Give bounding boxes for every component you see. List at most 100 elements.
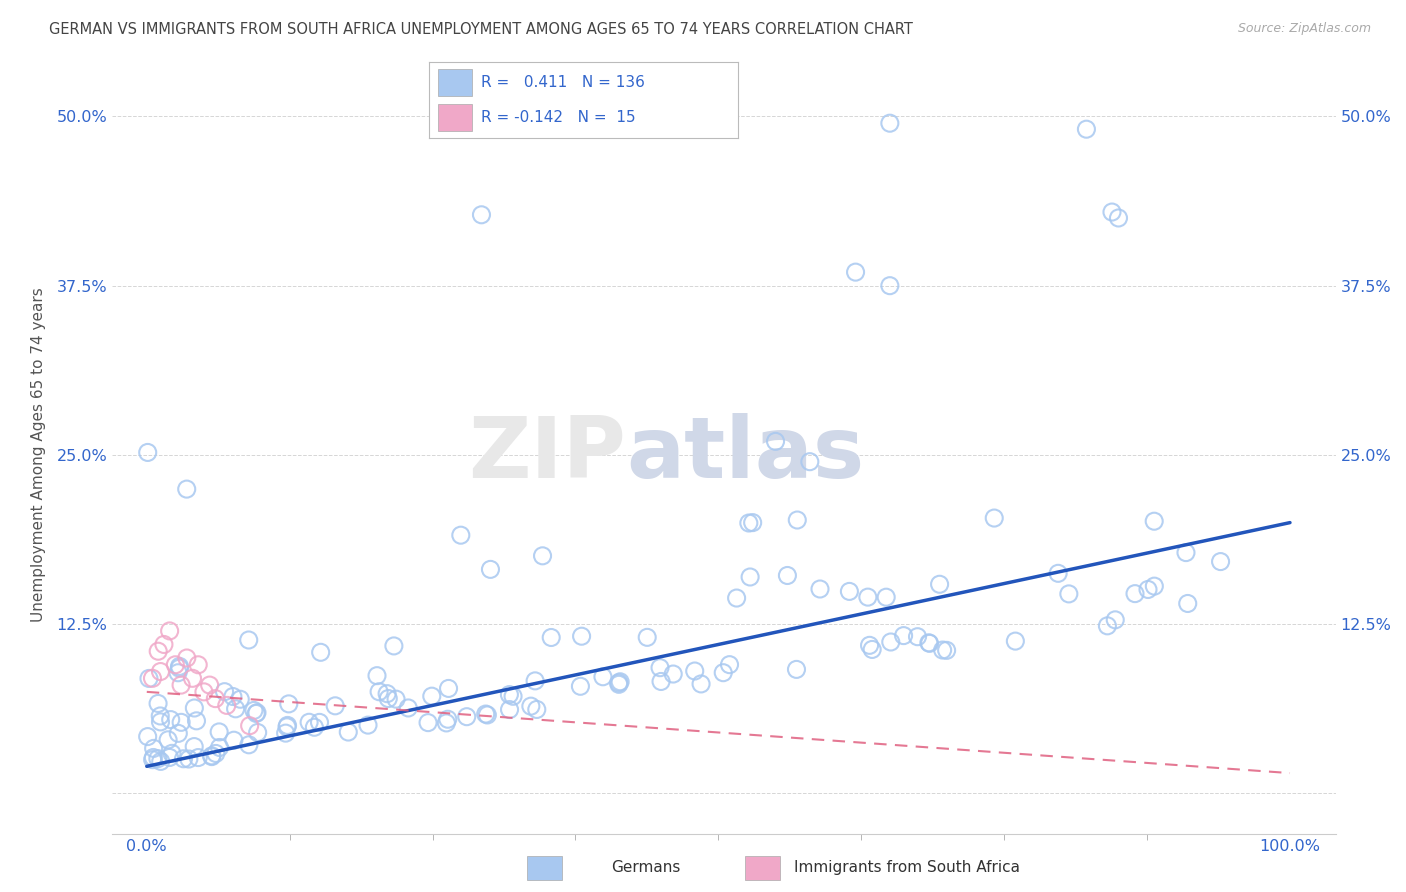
- Point: [309, 645, 332, 659]
- Point: [366, 668, 388, 682]
- Point: [238, 738, 260, 752]
- Point: [1104, 613, 1126, 627]
- Text: R =   0.411   N = 136: R = 0.411 N = 136: [481, 76, 645, 90]
- Point: [808, 582, 831, 596]
- Point: [636, 631, 658, 645]
- Point: [141, 671, 163, 685]
- Point: [201, 749, 224, 764]
- Point: [711, 665, 734, 680]
- Point: [229, 692, 252, 706]
- Text: Germans: Germans: [612, 860, 681, 874]
- Point: [204, 747, 226, 761]
- Point: [165, 657, 187, 672]
- Point: [222, 690, 245, 704]
- Point: [420, 689, 443, 703]
- Point: [607, 676, 630, 690]
- Point: [148, 644, 170, 658]
- Text: R = -0.142   N =  15: R = -0.142 N = 15: [481, 111, 636, 125]
- Point: [662, 667, 685, 681]
- Point: [456, 709, 478, 723]
- Point: [157, 732, 180, 747]
- Point: [304, 720, 326, 734]
- Point: [983, 511, 1005, 525]
- Point: [860, 642, 883, 657]
- Point: [136, 445, 159, 459]
- Point: [776, 568, 799, 582]
- Point: [690, 677, 713, 691]
- Point: [170, 715, 193, 730]
- Point: [377, 691, 399, 706]
- Point: [357, 718, 380, 732]
- Point: [214, 684, 236, 698]
- Point: [436, 712, 458, 726]
- Point: [607, 677, 630, 691]
- Point: [193, 685, 215, 699]
- Point: [176, 651, 198, 665]
- Point: [245, 706, 267, 721]
- Point: [170, 678, 193, 692]
- FancyBboxPatch shape: [439, 70, 472, 95]
- Point: [246, 725, 269, 739]
- Point: [187, 657, 209, 672]
- Point: [416, 715, 439, 730]
- Point: [375, 687, 398, 701]
- Point: [149, 665, 172, 679]
- Point: [879, 116, 901, 130]
- Point: [215, 698, 238, 713]
- Point: [907, 630, 929, 644]
- Point: [337, 725, 360, 739]
- Point: [159, 750, 181, 764]
- Point: [879, 278, 901, 293]
- Point: [880, 635, 903, 649]
- Point: [918, 636, 941, 650]
- Point: [173, 752, 195, 766]
- Point: [222, 733, 245, 747]
- Point: [799, 455, 821, 469]
- Point: [187, 750, 209, 764]
- Point: [181, 671, 204, 685]
- Point: [177, 752, 200, 766]
- Point: [153, 637, 176, 651]
- Text: ZIP: ZIP: [468, 413, 626, 497]
- Point: [243, 703, 266, 717]
- Point: [650, 674, 672, 689]
- Point: [1209, 555, 1232, 569]
- Text: Source: ZipAtlas.com: Source: ZipAtlas.com: [1237, 22, 1371, 36]
- Point: [738, 516, 761, 530]
- Point: [437, 681, 460, 696]
- Point: [474, 707, 496, 722]
- Point: [1123, 587, 1146, 601]
- Point: [893, 629, 915, 643]
- Point: [298, 715, 321, 730]
- Point: [136, 730, 159, 744]
- Point: [277, 718, 299, 732]
- Point: [470, 208, 492, 222]
- Point: [928, 577, 950, 591]
- Point: [502, 690, 524, 704]
- Point: [149, 755, 172, 769]
- Point: [741, 516, 763, 530]
- Point: [142, 741, 165, 756]
- Point: [138, 672, 160, 686]
- Point: [186, 714, 208, 728]
- Point: [198, 678, 221, 692]
- FancyBboxPatch shape: [439, 104, 472, 130]
- Point: [183, 701, 205, 715]
- Point: [786, 513, 808, 527]
- Point: [201, 748, 224, 763]
- Point: [450, 528, 472, 542]
- Point: [1004, 634, 1026, 648]
- Point: [498, 702, 520, 716]
- Point: [368, 684, 391, 698]
- Point: [858, 638, 880, 652]
- Point: [159, 713, 181, 727]
- Text: Immigrants from South Africa: Immigrants from South Africa: [794, 860, 1021, 874]
- Point: [208, 725, 231, 739]
- Point: [526, 702, 548, 716]
- Point: [479, 562, 502, 576]
- Point: [239, 719, 262, 733]
- Point: [1175, 546, 1198, 560]
- Point: [1047, 566, 1070, 581]
- Point: [396, 701, 419, 715]
- Point: [149, 709, 172, 723]
